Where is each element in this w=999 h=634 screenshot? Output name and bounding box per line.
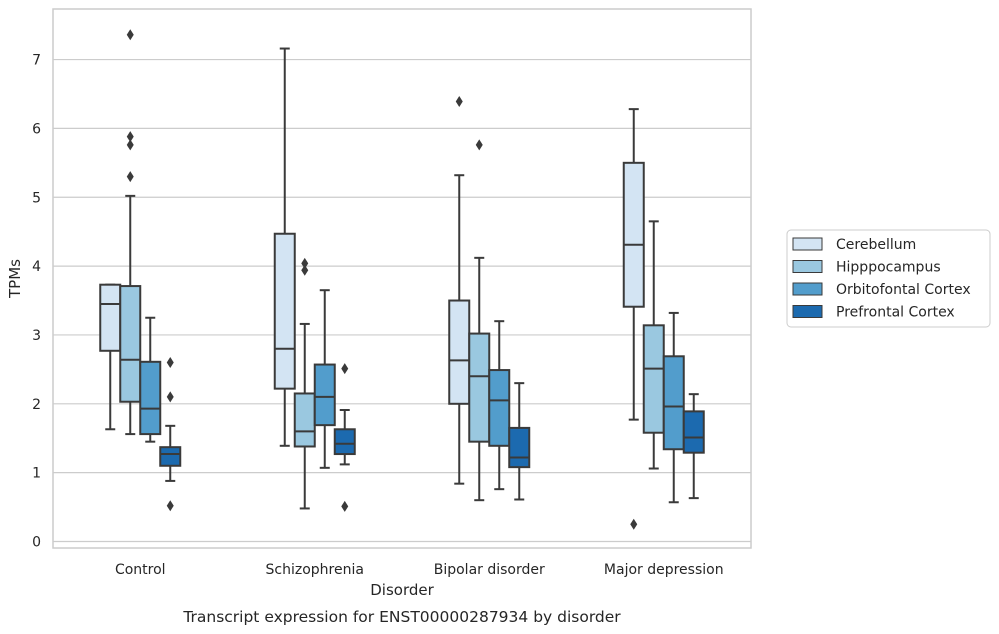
y-tick-label: 2 (32, 397, 41, 413)
legend: Cerebellum Hipppocampus Orbitofontal Corte… (786, 229, 991, 328)
x-tick-label: Bipolar disorder (434, 562, 545, 578)
y-tick-label: 3 (32, 328, 41, 344)
box-iqr (488, 369, 511, 447)
outlier-point (126, 131, 134, 143)
box-iqr (139, 360, 162, 436)
box-orbitofontal-cortex-schizophrenia (313, 289, 336, 469)
y-axis-label: TPMs (6, 259, 24, 299)
legend-label: Orbitofontal Cortex (836, 282, 971, 298)
box-layer (99, 29, 705, 530)
box-cerebellum-major-depression (622, 108, 645, 530)
box-iqr (662, 355, 685, 451)
box-hipppocampus-schizophrenia (293, 257, 316, 510)
box-iqr (682, 410, 705, 454)
outlier-point (166, 500, 174, 512)
outlier-point (126, 171, 134, 183)
legend-item: Prefrontal Cortex (792, 305, 955, 321)
gridlines (53, 58, 751, 543)
x-tick-label: Control (115, 562, 166, 578)
box-cerebellum-bipolar-disorder (448, 96, 471, 485)
y-tick-label: 0 (32, 535, 41, 551)
box-iqr (448, 299, 471, 405)
chart-caption: Transcript expression for ENST0000028793… (182, 608, 621, 626)
box-hipppocampus-major-depression (642, 220, 665, 470)
y-tick-label: 1 (32, 466, 41, 482)
plot-frame (52, 8, 752, 549)
legend-item: Hipppocampus (792, 260, 941, 276)
outlier-point (630, 518, 638, 530)
y-tick-label: 5 (32, 190, 41, 206)
legend-swatch (792, 237, 823, 251)
outlier-point (341, 363, 349, 375)
outlier-point (166, 356, 174, 368)
y-axis-ticks: 0 1 2 3 4 5 6 7 (32, 53, 41, 551)
box-iqr (622, 161, 645, 308)
legend-label: Hipppocampus (836, 260, 941, 276)
box-iqr (273, 232, 296, 390)
box-iqr (642, 324, 665, 434)
box-prefrontal-cortex-major-depression (682, 393, 705, 500)
y-tick-label: 4 (32, 259, 41, 275)
outlier-point (166, 391, 174, 403)
outlier-point (126, 139, 134, 151)
box-orbitofontal-cortex-bipolar-disorder (488, 320, 511, 491)
y-tick-label: 7 (32, 53, 41, 69)
box-orbitofontal-cortex-control (139, 316, 162, 443)
x-axis-ticks: Control Schizophrenia Bipolar disorder Majo… (115, 562, 724, 578)
legend-label: Prefrontal Cortex (836, 305, 955, 321)
outlier-point (455, 96, 463, 108)
box-prefrontal-cortex-schizophrenia (333, 363, 356, 512)
outlier-point (475, 139, 483, 151)
x-tick-label: Major depression (604, 562, 724, 578)
box-prefrontal-cortex-control (159, 356, 182, 512)
box-orbitofontal-cortex-major-depression (662, 311, 685, 504)
box-iqr (293, 392, 316, 448)
outlier-point (341, 500, 349, 512)
box-iqr (508, 426, 531, 469)
box-iqr (99, 283, 122, 352)
box-iqr (159, 446, 182, 467)
box-hipppocampus-bipolar-disorder (468, 139, 491, 502)
outlier-point (301, 264, 309, 276)
legend-item: Orbitofontal Cortex (792, 282, 971, 298)
box-hipppocampus-control (119, 29, 142, 436)
box-iqr (333, 428, 356, 456)
legend-swatch (792, 282, 823, 296)
x-tick-label: Schizophrenia (266, 562, 364, 578)
legend-swatch (792, 260, 823, 273)
outlier-point (126, 29, 134, 41)
legend-frame (786, 229, 991, 328)
y-tick-label: 6 (32, 121, 41, 137)
legend-swatch (792, 305, 823, 318)
box-iqr (313, 363, 336, 427)
legend-item: Cerebellum (792, 237, 916, 253)
box-iqr (119, 285, 142, 403)
outlier-point (301, 257, 309, 269)
legend-label: Cerebellum (836, 237, 916, 253)
box-iqr (468, 332, 491, 443)
box-prefrontal-cortex-bipolar-disorder (508, 382, 531, 501)
box-cerebellum-schizophrenia (273, 47, 296, 447)
x-axis-label: Disorder (370, 581, 434, 599)
box-cerebellum-control (99, 283, 122, 431)
